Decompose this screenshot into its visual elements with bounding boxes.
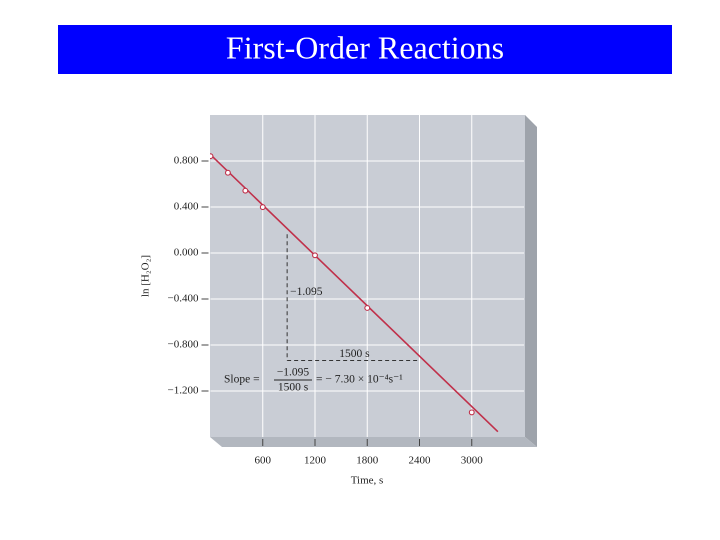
data-point	[210, 153, 214, 160]
y-tick-label: −0.400	[168, 293, 199, 305]
trend-line	[210, 154, 499, 433]
y-tick-label: 0.000	[174, 247, 199, 259]
y-axis-label: ln [H₂O₂]	[140, 255, 152, 297]
slope-numerator: −1.095	[277, 367, 310, 379]
rise-label: −1.095	[290, 286, 323, 298]
panel-edge	[210, 437, 537, 447]
y-tick-label: −0.800	[168, 339, 199, 351]
x-tick-label: 1800	[356, 455, 379, 467]
slide-title: First-Order Reactions	[226, 29, 504, 65]
y-tick-label: 0.800	[174, 155, 199, 167]
data-point	[259, 204, 266, 211]
x-tick-label: 1200	[304, 455, 327, 467]
slope-denominator: 1500 s	[278, 382, 309, 394]
data-point	[364, 305, 371, 311]
y-tick-label: 0.400	[174, 201, 199, 213]
data-point	[468, 409, 475, 416]
slope-label: Slope =	[224, 374, 260, 386]
data-point	[312, 252, 318, 259]
x-tick-label: 2400	[409, 455, 432, 467]
y-tick-label: −1.200	[168, 385, 199, 397]
panel-edge	[525, 115, 537, 447]
x-tick-label: 600	[255, 455, 272, 467]
plot-content	[210, 153, 499, 433]
data-point	[224, 169, 231, 176]
run-label: 1500 s	[339, 348, 370, 360]
slope-result: = − 7.30 × 10⁻⁴s⁻¹	[316, 374, 403, 386]
data-point	[242, 187, 249, 194]
x-tick-label: 3000	[461, 455, 484, 467]
x-axis-label: Time, s	[351, 475, 384, 487]
title-bar	[58, 25, 672, 74]
